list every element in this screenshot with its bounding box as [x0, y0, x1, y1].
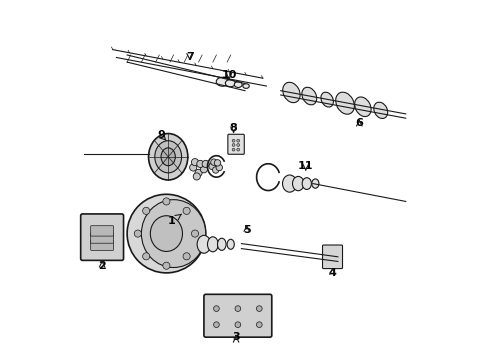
Ellipse shape	[207, 237, 218, 252]
Ellipse shape	[150, 216, 182, 251]
FancyBboxPatch shape	[91, 226, 114, 236]
Ellipse shape	[302, 178, 312, 189]
Text: 1: 1	[168, 216, 175, 226]
Circle shape	[237, 139, 240, 142]
Circle shape	[163, 262, 170, 269]
Circle shape	[232, 144, 235, 147]
Ellipse shape	[312, 179, 319, 188]
Circle shape	[237, 148, 240, 151]
Ellipse shape	[243, 84, 249, 88]
Circle shape	[214, 159, 220, 166]
Ellipse shape	[225, 80, 235, 87]
Circle shape	[200, 166, 207, 173]
Text: 5: 5	[243, 225, 250, 235]
Circle shape	[256, 306, 262, 311]
Text: 10: 10	[221, 69, 237, 80]
Ellipse shape	[218, 238, 226, 250]
Circle shape	[183, 207, 190, 215]
Text: 4: 4	[329, 268, 337, 278]
Ellipse shape	[336, 92, 354, 114]
Ellipse shape	[216, 77, 229, 86]
Ellipse shape	[283, 82, 300, 103]
FancyBboxPatch shape	[204, 294, 272, 337]
Circle shape	[211, 159, 217, 165]
Circle shape	[183, 253, 190, 260]
FancyBboxPatch shape	[91, 233, 114, 243]
Circle shape	[235, 306, 241, 311]
Circle shape	[256, 322, 262, 328]
Circle shape	[143, 253, 150, 260]
Ellipse shape	[283, 175, 297, 192]
FancyBboxPatch shape	[91, 240, 114, 250]
Circle shape	[195, 169, 202, 176]
Ellipse shape	[148, 134, 188, 180]
Ellipse shape	[355, 97, 371, 117]
Circle shape	[213, 167, 219, 173]
Text: 7: 7	[186, 52, 194, 62]
Ellipse shape	[155, 141, 182, 173]
Circle shape	[209, 163, 215, 170]
Ellipse shape	[127, 194, 206, 273]
Ellipse shape	[142, 200, 206, 267]
FancyBboxPatch shape	[81, 214, 123, 260]
Circle shape	[134, 230, 142, 237]
Circle shape	[197, 160, 204, 167]
Circle shape	[232, 148, 235, 151]
Circle shape	[193, 173, 200, 180]
FancyBboxPatch shape	[322, 245, 343, 269]
Circle shape	[163, 198, 170, 205]
Text: 11: 11	[298, 161, 314, 171]
Circle shape	[202, 160, 209, 167]
Ellipse shape	[374, 102, 388, 118]
Text: 6: 6	[355, 118, 363, 128]
Text: 3: 3	[232, 332, 240, 342]
Circle shape	[237, 144, 240, 147]
Text: 9: 9	[157, 130, 165, 140]
Circle shape	[214, 322, 220, 328]
Circle shape	[232, 139, 235, 142]
Ellipse shape	[321, 92, 333, 107]
Circle shape	[216, 164, 222, 171]
Circle shape	[214, 306, 220, 311]
Ellipse shape	[227, 239, 234, 249]
Circle shape	[235, 322, 241, 328]
FancyBboxPatch shape	[228, 134, 245, 154]
Ellipse shape	[293, 176, 304, 191]
Ellipse shape	[302, 87, 317, 105]
Text: 8: 8	[230, 123, 238, 133]
Text: 2: 2	[98, 261, 106, 271]
Circle shape	[192, 158, 198, 166]
Ellipse shape	[161, 148, 175, 166]
Circle shape	[143, 207, 150, 215]
Circle shape	[192, 230, 198, 237]
Ellipse shape	[234, 82, 242, 87]
Circle shape	[190, 164, 197, 171]
Ellipse shape	[197, 235, 211, 253]
